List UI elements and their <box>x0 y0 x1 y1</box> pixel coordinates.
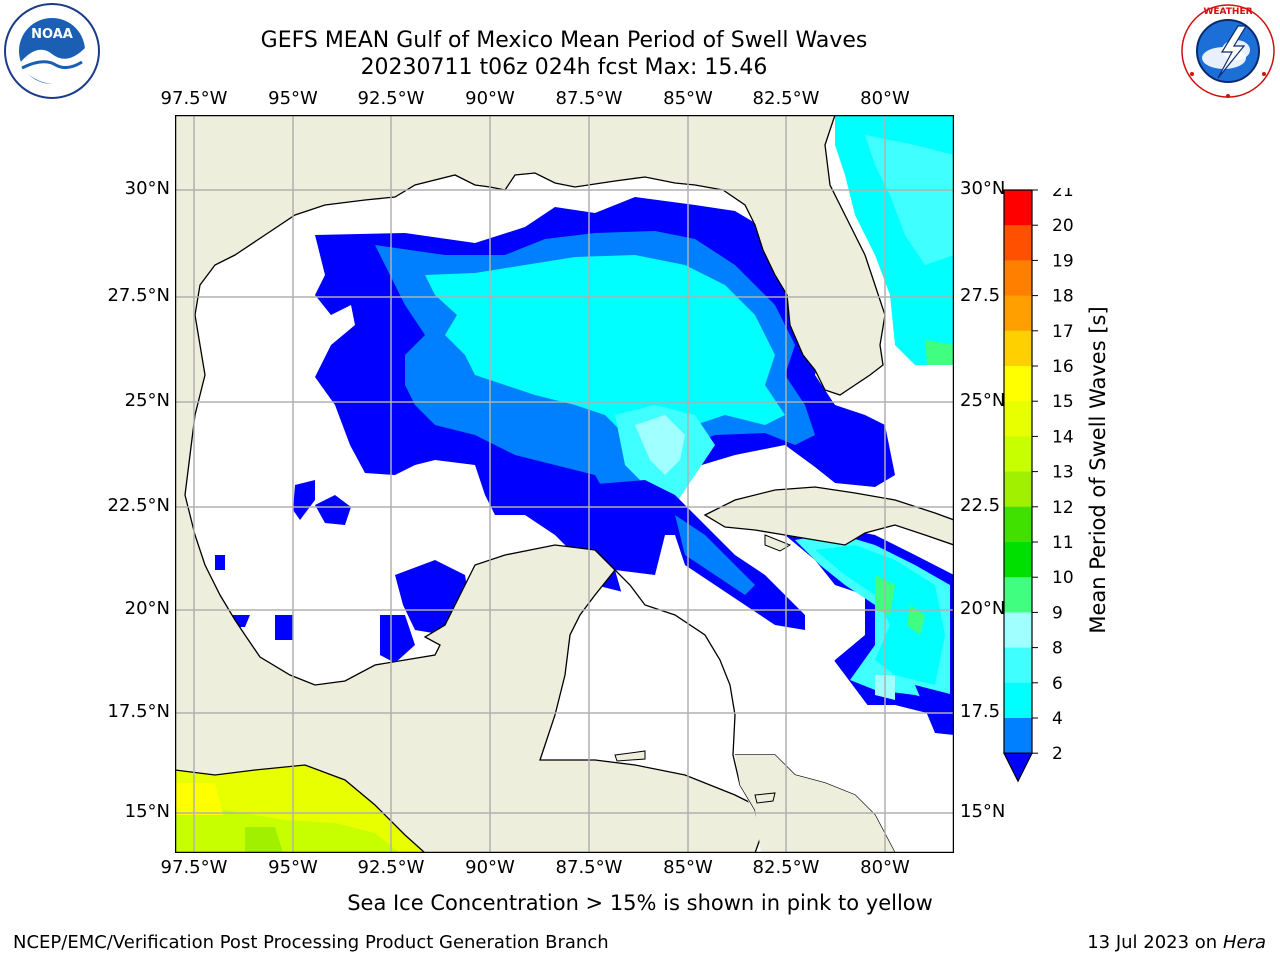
colorbar-bin <box>1004 682 1032 719</box>
lon-tick-top: 82.5°W <box>752 88 820 109</box>
lon-tick-bottom: 92.5°W <box>357 857 425 878</box>
colorbar-tick-label: 19 <box>1052 251 1074 271</box>
lat-tick-right: 27.5 <box>960 285 1001 306</box>
colorbar-bin <box>1004 542 1032 578</box>
colorbar-tick-label: 12 <box>1052 498 1074 518</box>
lon-tick-top: 95°W <box>268 88 318 109</box>
lon-tick-bottom: 90°W <box>465 857 515 878</box>
colorbar-bin <box>1004 506 1032 543</box>
islands <box>614 534 792 804</box>
colorbar-tick-label: 13 <box>1052 463 1074 483</box>
chart-subtitle: 20230711 t06z 024h fcst Max: 15.46 <box>360 55 768 80</box>
colorbar-bin <box>1004 190 1032 226</box>
map-border <box>175 115 954 853</box>
noaa-logo: NOAA <box>2 2 102 104</box>
footer-host: Hera <box>1222 932 1266 953</box>
footer-left: NCEP/EMC/Verification Post Processing Pr… <box>13 932 609 953</box>
sea-ice-note: Sea Ice Concentration > 15% is shown in … <box>0 891 1280 915</box>
lat-tick-left: 30°N <box>124 178 170 199</box>
map-area <box>175 115 954 853</box>
colorbar-tick-label: 16 <box>1052 357 1074 377</box>
colorbar-tick-label: 15 <box>1052 392 1074 412</box>
lon-tick-top: 87.5°W <box>555 88 623 109</box>
lat-tick-left: 15°N <box>124 801 170 822</box>
colorbar-tick-label: 4 <box>1052 709 1063 729</box>
footer-date: 13 Jul 2023 on <box>1087 932 1223 953</box>
colorbar-bin <box>1004 330 1032 367</box>
lon-tick-top: 85°W <box>663 88 713 109</box>
colorbar-bin <box>1004 436 1032 473</box>
footer-right: 13 Jul 2023 on Hera <box>1087 932 1266 953</box>
colorbar-bin <box>1004 260 1032 297</box>
lon-tick-bottom: 87.5°W <box>555 857 623 878</box>
colorbar-tick-label: 10 <box>1052 568 1074 588</box>
pacific-field <box>175 764 426 853</box>
noaa-logo-text: NOAA <box>31 27 73 42</box>
land <box>175 115 954 853</box>
colorbar-bin <box>1004 295 1032 332</box>
colorbar-bin <box>1004 612 1032 649</box>
colorbar-bin <box>1004 366 1032 402</box>
colorbar-tick-label: 9 <box>1052 603 1063 623</box>
lat-tick-left: 22.5°N <box>107 495 170 516</box>
lon-tick-top: 80°W <box>860 88 910 109</box>
colorbar: 2 4 6 8 9 10 11 12 13 14 15 16 17 18 19 20 21 <box>1002 188 1102 788</box>
colorbar-extend-arrow <box>1003 752 1033 783</box>
colorbar-tick-label: 20 <box>1052 216 1074 236</box>
colorbar-bin <box>1004 577 1032 613</box>
colorbar-tick-label: 14 <box>1052 427 1074 447</box>
lat-tick-right: 22.5 <box>960 495 1001 516</box>
lat-tick-left: 20°N <box>124 598 170 619</box>
colorbar-tick-label: 2 <box>1052 744 1063 764</box>
lon-tick-bottom: 95°W <box>268 857 318 878</box>
colorbar-bin <box>1004 718 1032 754</box>
colorbar-tick-label: 6 <box>1052 674 1063 694</box>
caribbean-water <box>615 570 954 853</box>
lon-tick-bottom: 82.5°W <box>752 857 820 878</box>
colorbar-tick-label: 8 <box>1052 639 1063 659</box>
lon-tick-top: 90°W <box>465 88 515 109</box>
colorbar-tick-label: 17 <box>1052 322 1074 342</box>
colorbar-tick-label: 18 <box>1052 287 1074 307</box>
colorbar-bin <box>1004 401 1032 437</box>
colorbar-tick-label: 21 <box>1052 188 1074 201</box>
lat-tick-right: 15°N <box>960 801 1006 822</box>
lat-tick-right: 25°N <box>960 390 1006 411</box>
lat-tick-left: 27.5°N <box>107 285 170 306</box>
lat-tick-right: 20°N <box>960 598 1006 619</box>
sea-ice-note-text: Sea Ice Concentration > 15% is shown in … <box>347 891 933 915</box>
lon-tick-top: 97.5°W <box>160 88 228 109</box>
svg-text:WEATHER: WEATHER <box>1203 7 1252 17</box>
lat-tick-right: 17.5 <box>960 701 1001 722</box>
lat-tick-left: 25°N <box>124 390 170 411</box>
lat-tick-right: 30°N <box>960 178 1006 199</box>
lon-tick-top: 92.5°W <box>357 88 425 109</box>
colorbar-label: Mean Period of Swell Waves [s] <box>1086 306 1110 634</box>
colorbar-bin <box>1004 647 1032 684</box>
graticule <box>175 115 954 853</box>
nws-logo: WEATHER <box>1178 2 1278 104</box>
colorbar-bin <box>1004 225 1032 261</box>
lon-tick-bottom: 85°W <box>663 857 713 878</box>
chart-title: GEFS MEAN Gulf of Mexico Mean Period of … <box>260 28 868 53</box>
colorbar-tick-label: 11 <box>1052 533 1074 553</box>
lat-tick-left: 17.5°N <box>107 701 170 722</box>
lon-tick-bottom: 97.5°W <box>160 857 228 878</box>
colorbar-bin <box>1004 471 1032 508</box>
lon-tick-bottom: 80°W <box>860 857 910 878</box>
